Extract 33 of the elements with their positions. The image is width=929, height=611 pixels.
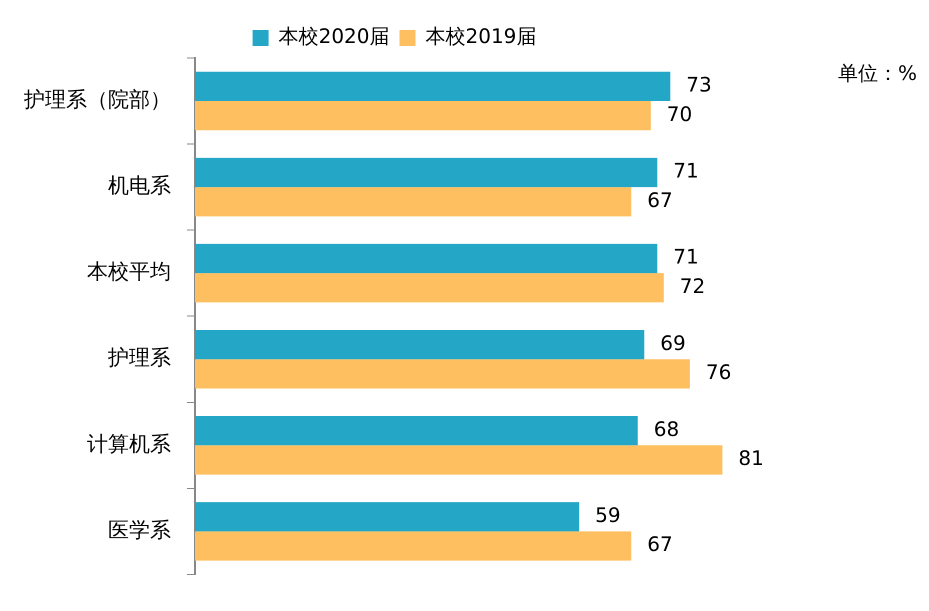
bar <box>195 416 638 446</box>
bar <box>195 330 644 360</box>
data-label: 69 <box>660 330 686 355</box>
data-label: 70 <box>666 102 692 126</box>
data-label: 71 <box>673 158 699 183</box>
bar <box>195 158 658 188</box>
data-label: 76 <box>706 360 732 384</box>
bar <box>195 273 664 302</box>
data-label: 67 <box>647 188 673 212</box>
y-tick-label: 机电系 <box>108 174 171 198</box>
data-label: 73 <box>686 72 712 97</box>
y-tick-label: 医学系 <box>108 518 171 542</box>
legend-label: 本校2019届 <box>426 24 536 48</box>
bar <box>195 72 670 102</box>
data-label: 67 <box>647 532 673 556</box>
bar <box>195 101 651 130</box>
bar <box>195 359 690 388</box>
y-tick-label: 护理系（院部） <box>23 87 171 112</box>
data-label: 81 <box>738 446 764 470</box>
bar <box>195 531 632 561</box>
bar <box>195 445 722 475</box>
legend-label: 本校2020届 <box>278 24 390 48</box>
data-label: 68 <box>654 416 680 441</box>
y-tick-label: 护理系 <box>107 346 171 370</box>
bar <box>195 187 632 216</box>
data-label: 59 <box>595 502 621 527</box>
data-label: 71 <box>673 244 699 269</box>
y-tick-label: 本校平均 <box>87 260 171 284</box>
bar <box>195 502 580 532</box>
data-label: 72 <box>680 274 706 298</box>
y-tick-label: 计算机系 <box>87 432 171 456</box>
bar <box>195 244 658 274</box>
text: 单位：% <box>838 60 917 87</box>
